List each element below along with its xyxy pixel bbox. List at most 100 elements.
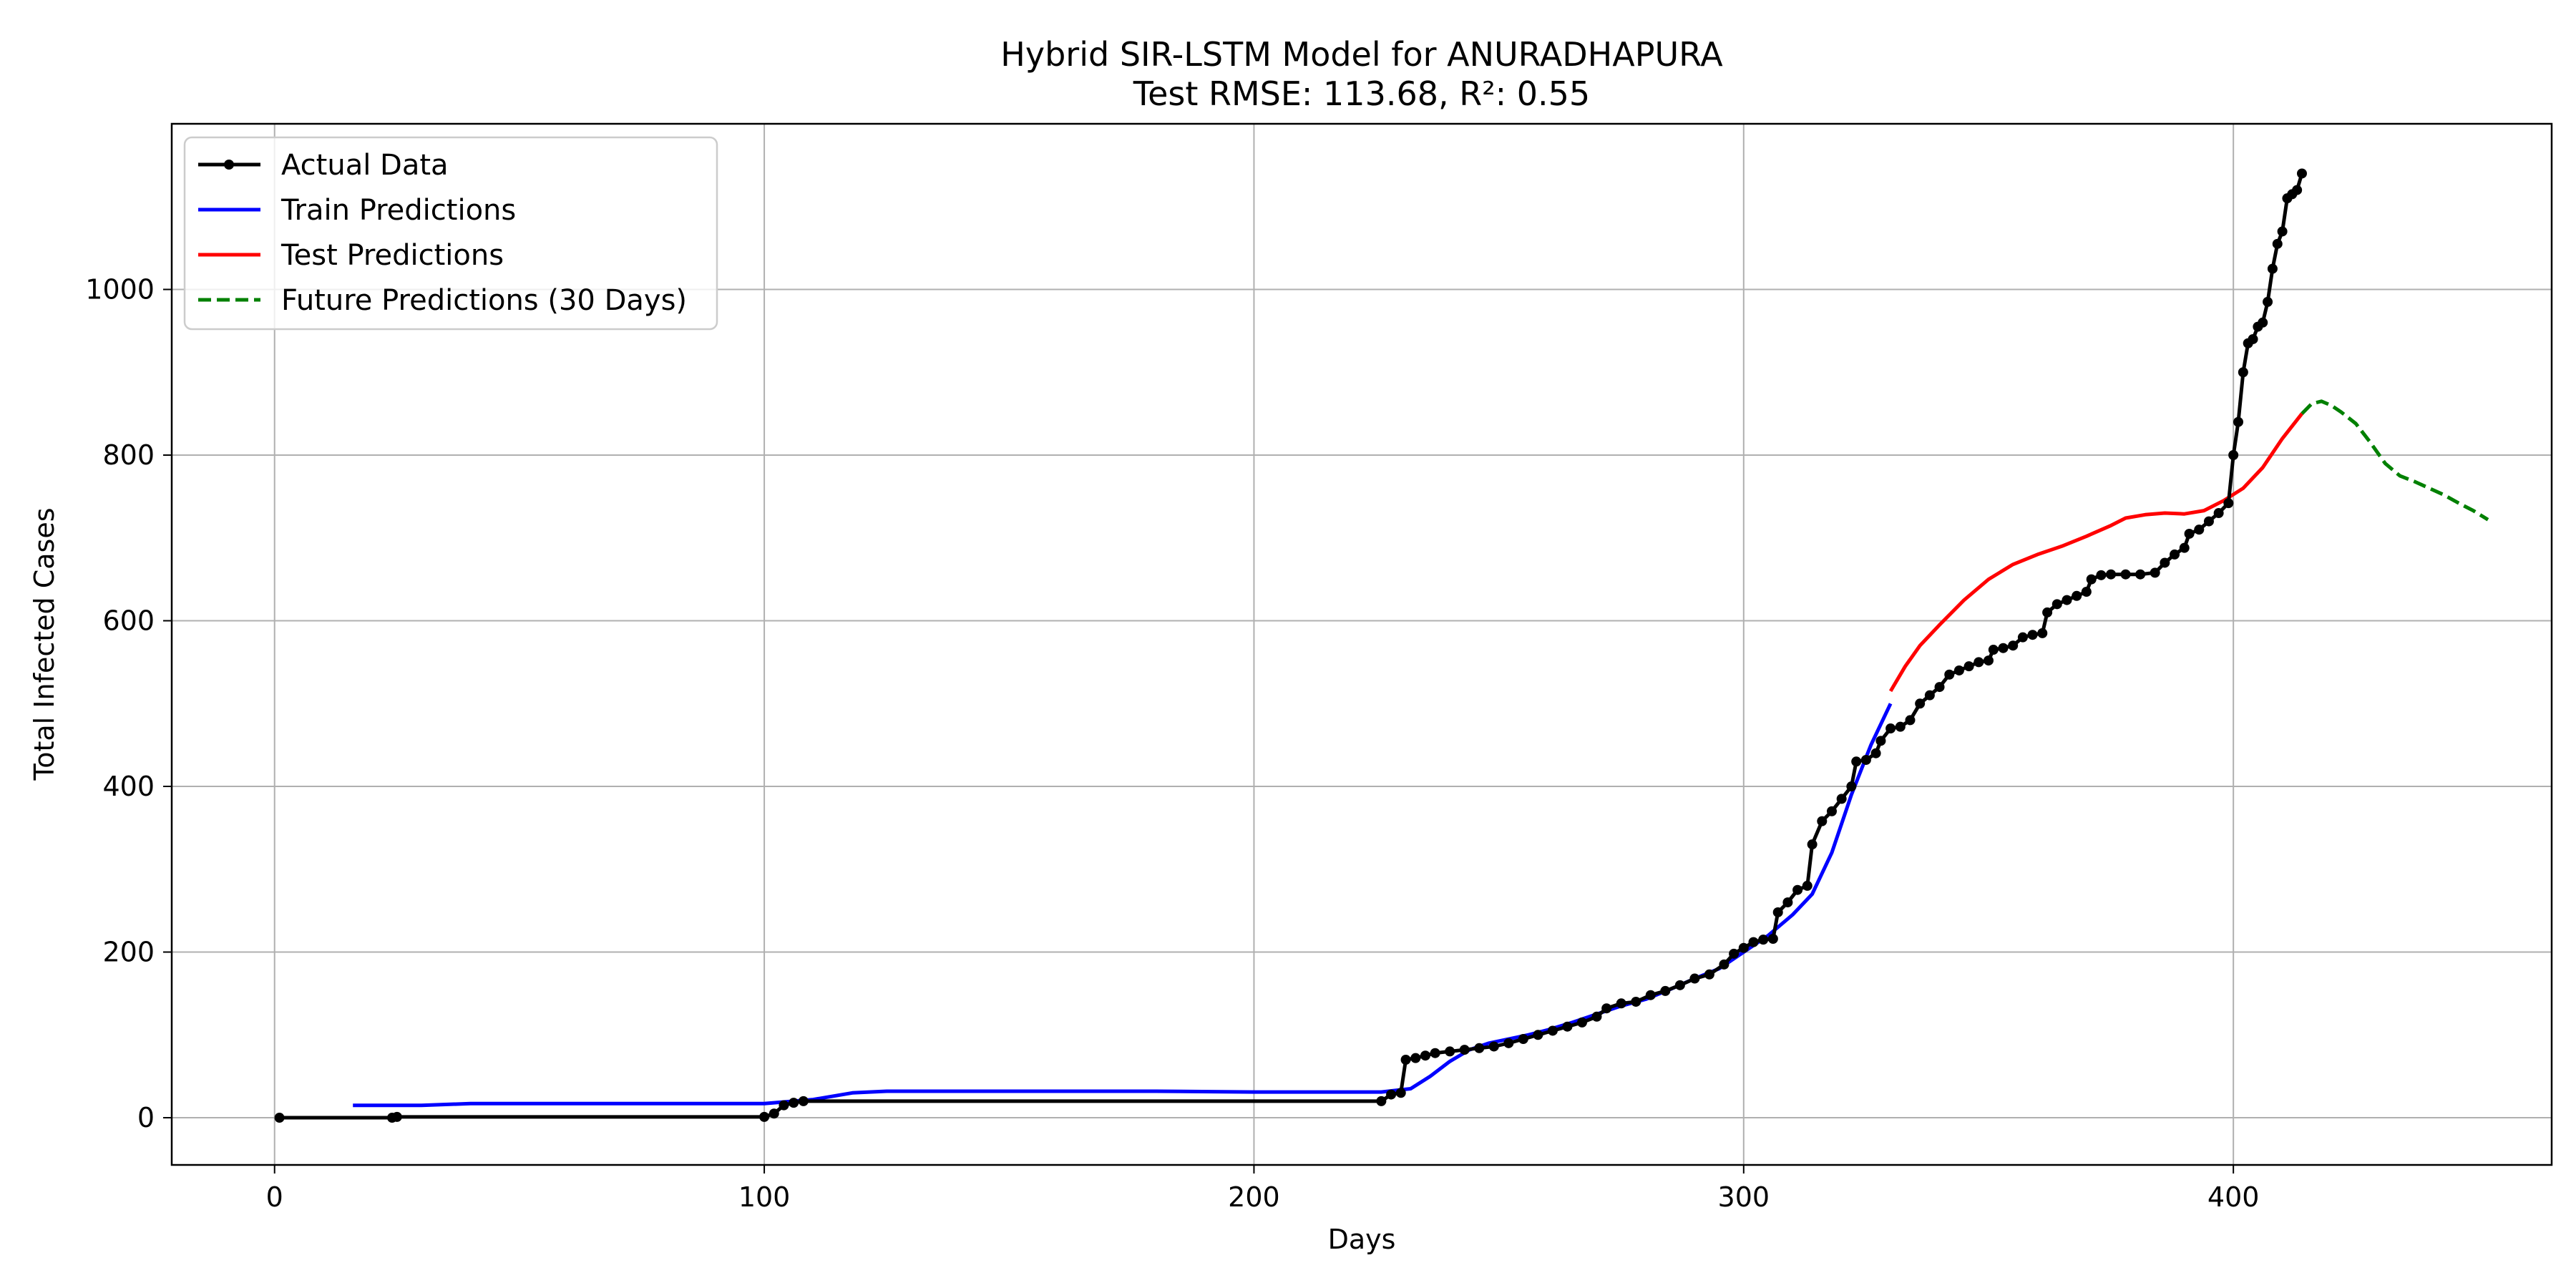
y-tick-label: 400 — [102, 771, 155, 802]
data-point — [391, 1111, 402, 1122]
data-point — [1488, 1041, 1499, 1052]
legend-label-test-predictions: Test Predictions — [280, 239, 504, 272]
data-point — [1376, 1096, 1387, 1106]
data-point — [1860, 754, 1871, 765]
legend-label-train-predictions: Train Predictions — [280, 194, 516, 227]
data-point — [1518, 1034, 1528, 1045]
y-tick-label: 0 — [137, 1102, 155, 1133]
data-point — [1689, 973, 1700, 984]
data-point — [1503, 1038, 1514, 1048]
plot-frame — [170, 122, 2553, 1166]
x-tick-label: 0 — [266, 1181, 283, 1213]
x-axis-ticks: 0 100 200 300 400 — [266, 1165, 2260, 1213]
data-point — [1807, 839, 1818, 850]
data-point — [2258, 317, 2268, 328]
x-tick-label: 400 — [2207, 1181, 2260, 1213]
data-point — [2228, 450, 2239, 461]
x-axis-label: Days — [1328, 1224, 1396, 1255]
data-point — [1591, 1011, 1602, 1022]
data-point — [1998, 643, 2009, 653]
series-line-test-predictions — [1888, 412, 2303, 693]
data-point — [2042, 607, 2053, 618]
data-point — [2292, 185, 2303, 195]
data-point — [1748, 937, 1759, 947]
data-point — [1792, 884, 1803, 895]
data-point — [2179, 542, 2190, 553]
data-point — [798, 1096, 809, 1106]
data-point — [779, 1100, 789, 1111]
data-point — [1934, 682, 1945, 693]
data-point — [2203, 516, 2214, 527]
y-tick-label: 600 — [102, 605, 155, 637]
data-point — [1445, 1046, 1455, 1057]
data-point — [1660, 985, 1671, 996]
legend-box — [183, 136, 718, 331]
data-point — [1782, 897, 1793, 908]
data-point — [2096, 570, 2107, 580]
legend-label-future-predictions-30-days: Future Predictions (30 Days) — [281, 284, 687, 317]
data-point — [789, 1098, 799, 1108]
data-point — [1474, 1043, 1485, 1053]
data-point — [2086, 574, 2097, 585]
data-point — [759, 1111, 770, 1122]
data-point — [2272, 238, 2283, 249]
data-point — [2072, 590, 2082, 601]
chart-subtitle: Test RMSE: 113.68, R²: 0.55 — [1133, 74, 1590, 113]
plot-area — [274, 168, 2489, 1123]
data-point — [1885, 723, 1896, 733]
data-point — [2170, 549, 2180, 560]
data-point — [2135, 569, 2146, 580]
data-point — [1430, 1048, 1440, 1058]
legend: Actual Data Train Predictions Test Predict… — [183, 136, 718, 331]
data-point — [1616, 998, 1626, 1009]
data-point — [2051, 599, 2062, 610]
data-point — [1547, 1025, 1558, 1036]
data-point — [2296, 168, 2307, 179]
y-tick-label: 1000 — [85, 274, 155, 306]
x-tick-label: 100 — [738, 1181, 791, 1213]
data-point — [2277, 226, 2288, 237]
data-point — [1875, 736, 1886, 746]
data-point — [2150, 567, 2160, 578]
data-point — [2184, 528, 2195, 539]
data-point — [2263, 296, 2273, 307]
data-point — [2106, 569, 2117, 580]
data-point — [2017, 632, 2028, 643]
data-point — [2194, 525, 2205, 535]
y-axis-label: Total Infected Cases — [29, 507, 60, 781]
data-point — [1851, 756, 1862, 767]
data-point — [1562, 1021, 1573, 1032]
data-point — [2248, 333, 2258, 344]
data-point — [1924, 690, 1935, 701]
data-point — [1395, 1088, 1406, 1098]
data-point — [1704, 969, 1714, 980]
data-point — [2223, 498, 2234, 509]
data-point — [1802, 880, 1813, 891]
data-point — [1767, 933, 1778, 944]
data-point — [2160, 557, 2170, 568]
y-axis-ticks: 0 200 400 600 800 1000 — [85, 274, 172, 1133]
x-tick-label: 300 — [1718, 1181, 1770, 1213]
data-point — [1870, 748, 1881, 758]
data-point — [1963, 661, 1974, 672]
data-point — [1674, 980, 1685, 990]
data-point — [2027, 630, 2038, 640]
data-point — [1836, 794, 1847, 804]
data-point — [2081, 586, 2092, 597]
data-point — [1386, 1089, 1397, 1100]
data-point — [1905, 715, 1916, 726]
data-point — [1601, 1003, 1612, 1014]
data-point — [1719, 959, 1729, 970]
legend-label-actual-data: Actual Data — [281, 149, 449, 182]
data-point — [1826, 806, 1837, 816]
data-point — [1953, 665, 1964, 675]
data-point — [2037, 628, 2048, 638]
data-point — [1895, 721, 1906, 732]
data-point — [2120, 569, 2131, 580]
data-point — [1758, 935, 1769, 945]
y-tick-label: 200 — [102, 937, 155, 968]
data-point — [1459, 1045, 1470, 1055]
data-point — [1944, 669, 1955, 680]
data-point — [769, 1108, 779, 1119]
